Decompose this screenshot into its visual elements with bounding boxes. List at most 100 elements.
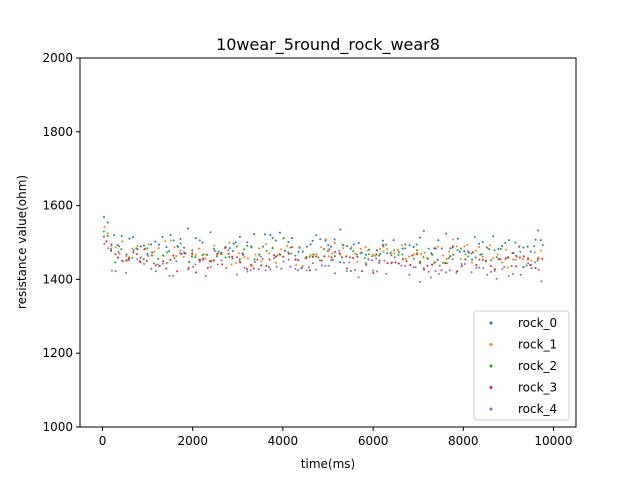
data-point <box>354 269 357 272</box>
data-point <box>261 258 264 261</box>
legend: rock_0 rock_1 rock_2 rock_3 rock_4 <box>473 310 570 421</box>
data-point <box>466 243 469 246</box>
data-point <box>103 226 106 229</box>
data-point <box>142 258 145 261</box>
data-point <box>220 251 223 254</box>
data-point <box>540 280 543 283</box>
data-point <box>511 252 514 255</box>
data-point <box>334 250 336 253</box>
data-point <box>238 260 241 263</box>
data-point <box>110 249 113 252</box>
data-point <box>106 221 109 224</box>
data-point <box>404 264 407 267</box>
data-point <box>143 262 146 265</box>
data-point <box>131 236 134 239</box>
data-point <box>357 242 360 245</box>
data-point <box>110 248 113 251</box>
data-point <box>372 271 375 274</box>
data-point <box>118 252 121 255</box>
data-point <box>419 260 422 263</box>
data-point <box>426 264 429 267</box>
data-point <box>139 257 142 260</box>
data-point <box>361 270 364 273</box>
data-point <box>478 266 481 269</box>
data-point <box>492 235 495 238</box>
y-axis-label: resistance value(ohm) <box>15 175 29 309</box>
data-point <box>172 274 175 277</box>
data-point <box>273 257 276 260</box>
data-point <box>208 260 211 263</box>
data-point <box>495 256 498 259</box>
data-point <box>352 250 355 253</box>
data-point <box>121 240 124 243</box>
data-point <box>246 241 249 244</box>
data-point <box>503 265 506 268</box>
data-point <box>315 234 318 237</box>
data-point <box>382 245 385 248</box>
data-point <box>412 245 415 248</box>
data-point <box>295 264 298 267</box>
data-point <box>269 233 272 236</box>
data-point <box>265 250 268 253</box>
data-point <box>194 256 197 259</box>
data-point <box>495 277 498 280</box>
data-point <box>352 243 355 246</box>
data-point <box>273 254 276 257</box>
data-point <box>518 244 521 247</box>
data-point <box>243 266 246 269</box>
x-tick-label: 2000 <box>177 434 208 448</box>
data-point <box>191 252 194 255</box>
data-point <box>153 262 156 265</box>
data-point <box>401 258 404 261</box>
data-point <box>280 267 283 270</box>
data-point <box>471 251 474 254</box>
data-point <box>330 259 333 262</box>
data-point <box>447 257 450 260</box>
data-point <box>492 257 495 260</box>
data-point <box>419 236 422 239</box>
data-point <box>228 241 231 244</box>
data-point <box>254 253 257 256</box>
data-point <box>515 254 518 257</box>
data-point <box>497 247 500 250</box>
data-point <box>282 237 285 240</box>
data-point <box>191 265 194 268</box>
data-point <box>359 247 362 250</box>
data-point <box>301 264 304 267</box>
data-point <box>376 270 379 273</box>
legend-marker <box>489 343 493 346</box>
data-point <box>365 263 368 266</box>
data-point <box>444 262 447 265</box>
data-point <box>541 257 544 260</box>
data-point <box>478 242 481 245</box>
data-point <box>179 249 182 252</box>
data-point <box>278 253 281 256</box>
data-point <box>278 231 281 234</box>
data-point <box>511 273 514 276</box>
data-point <box>474 249 477 252</box>
data-point <box>110 245 113 248</box>
data-point <box>475 266 478 269</box>
data-point <box>256 258 259 261</box>
data-point <box>456 249 459 252</box>
data-point <box>286 244 289 247</box>
data-point <box>118 245 121 248</box>
data-point <box>400 244 403 247</box>
data-point <box>201 241 204 244</box>
data-point <box>471 261 474 264</box>
data-point <box>294 254 297 257</box>
data-point <box>522 246 525 249</box>
data-point <box>168 250 171 253</box>
data-point <box>182 255 185 258</box>
data-point <box>305 269 308 272</box>
data-point <box>350 246 353 249</box>
data-point <box>489 270 492 273</box>
data-point <box>139 261 142 264</box>
data-point <box>287 240 290 243</box>
data-point <box>190 255 193 258</box>
data-point <box>404 243 407 246</box>
data-point <box>481 241 484 244</box>
y-tick-label: 1200 <box>42 346 73 360</box>
data-point <box>116 244 119 247</box>
data-point <box>238 258 241 261</box>
